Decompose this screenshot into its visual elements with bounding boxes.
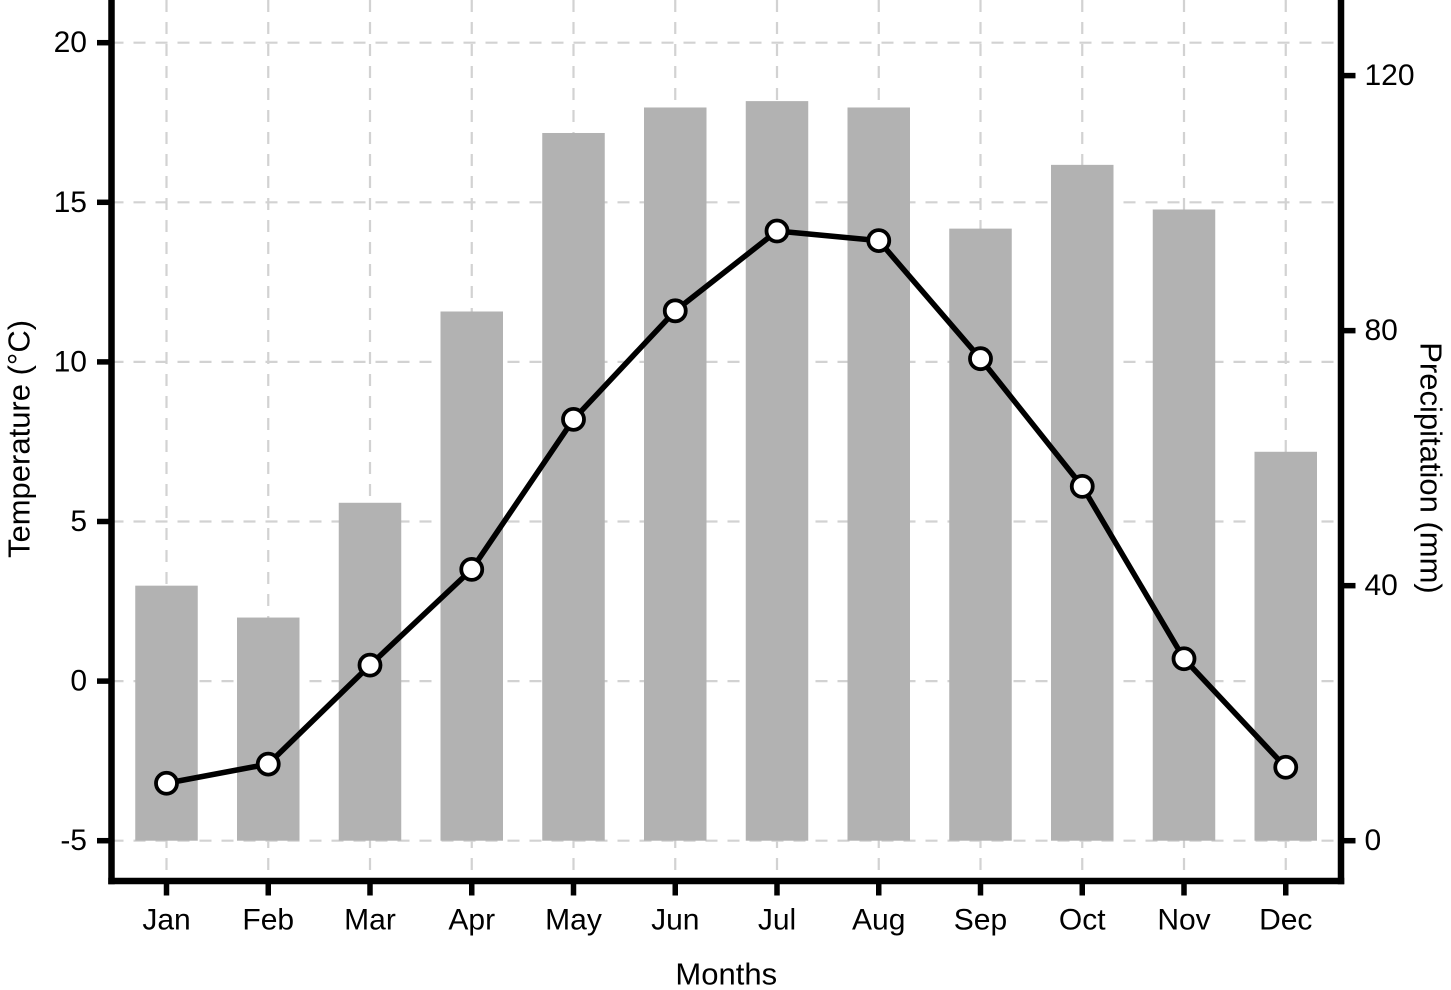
point-may	[561, 406, 586, 432]
bar-jun	[644, 107, 707, 841]
bar-jan	[135, 585, 198, 841]
bar-sep	[949, 228, 1012, 841]
bar-oct	[1051, 164, 1114, 841]
point-jul	[764, 218, 790, 244]
point-feb	[255, 751, 281, 777]
x-tick-label-jun: Jun	[651, 904, 699, 937]
x-tick-label-aug: Aug	[852, 904, 905, 937]
point-oct	[1069, 473, 1095, 499]
temperature-line	[163, 228, 1289, 786]
left-tick-label-15: 15	[54, 186, 87, 219]
left-tick-label-0: 0	[70, 665, 87, 698]
tick-marks	[97, 39, 1356, 896]
x-tick-label-oct: Oct	[1059, 904, 1106, 937]
bar-aug	[847, 107, 910, 841]
left-tick-label-20: 20	[54, 26, 87, 59]
x-tick-label-sep: Sep	[954, 904, 1007, 937]
vertical-gridlines	[165, 0, 1287, 881]
x-tick-label-apr: Apr	[448, 904, 495, 937]
x-tick-label-jan: Jan	[142, 904, 190, 937]
left-tick-label--5: -5	[60, 824, 87, 857]
right-tick-label-0: 0	[1365, 824, 1382, 857]
point-jun	[662, 298, 688, 324]
x-tick-label-dec: Dec	[1259, 904, 1312, 937]
temperature-points	[154, 218, 1299, 796]
left-axis-title: Temperature (°C)	[2, 320, 37, 558]
x-tick-label-mar: Mar	[344, 904, 396, 937]
left-tick-label-10: 10	[54, 345, 87, 378]
point-apr	[459, 556, 485, 582]
x-tick-label-may: May	[545, 904, 602, 937]
point-jan	[154, 770, 179, 796]
point-aug	[866, 228, 892, 254]
x-tick-label-nov: Nov	[1157, 904, 1210, 937]
left-tick-label-5: 5	[70, 505, 87, 538]
right-tick-label-80: 80	[1365, 314, 1398, 347]
point-dec	[1273, 754, 1299, 780]
x-tick-label-jul: Jul	[758, 904, 796, 937]
bar-feb	[237, 617, 300, 841]
precipitation-bars	[135, 101, 1317, 841]
point-sep	[968, 346, 993, 372]
horizontal-gridlines	[111, 41, 1341, 842]
right-tick-label-40: 40	[1365, 569, 1398, 602]
bar-nov	[1152, 209, 1216, 841]
bar-may	[542, 132, 605, 841]
bar-jul	[745, 101, 809, 841]
bar-dec	[1254, 451, 1317, 841]
right-axis-title: Precipitation (mm)	[1414, 342, 1449, 594]
right-tick-label-120: 120	[1365, 59, 1415, 92]
axes	[108, 0, 1345, 885]
point-nov	[1171, 646, 1197, 672]
x-tick-label-feb: Feb	[242, 904, 294, 937]
x-axis-title: Months	[675, 957, 777, 990]
point-mar	[357, 652, 383, 678]
